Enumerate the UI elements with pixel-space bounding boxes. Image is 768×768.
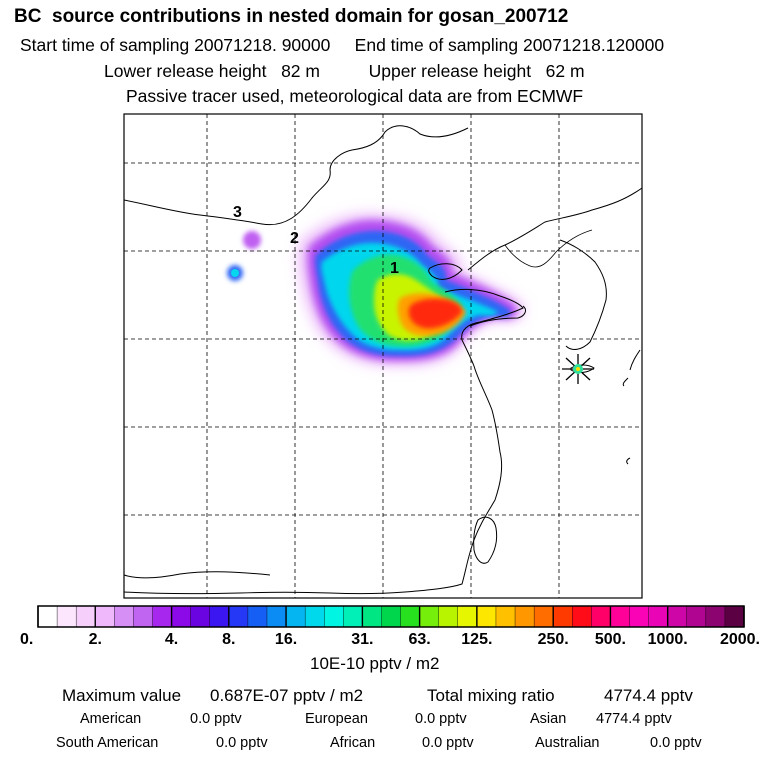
colorbar: 0. 2. 4. 8. 16. 31. 63. 125. 250. 500. 1000. 2000. <box>20 605 760 648</box>
colorbar-tick-label: 4. <box>165 631 178 648</box>
colorbar-tick-label: 0. <box>20 631 33 648</box>
region-american-label: American <box>80 711 142 727</box>
colorbar-cell <box>705 605 726 628</box>
region-south-american-label: South American <box>56 735 159 751</box>
colorbar-cell <box>114 605 134 628</box>
source-label-2: 2 <box>290 230 299 247</box>
colorbar-tick-labels: 0. 2. 4. 8. 16. 31. 63. 125. 250. 500. 1000. 2000. <box>20 631 760 648</box>
colorbar-cell <box>438 605 459 628</box>
region-african-value: 0.0 pptv <box>422 735 474 751</box>
colorbar-cell <box>648 605 669 628</box>
region-australian-value: 0.0 pptv <box>650 735 702 751</box>
colorbar-cell <box>533 605 554 628</box>
colorbar-cell <box>152 605 173 628</box>
colorbar-cell <box>572 605 592 628</box>
max-value-label: Maximum value <box>62 686 182 705</box>
colorbar-tick-label: 1000. <box>648 631 688 648</box>
colorbar-cell <box>190 605 211 628</box>
colorbar-tick-label: 63. <box>408 631 430 648</box>
country-borders <box>504 229 593 268</box>
source-label-3: 3 <box>233 204 242 221</box>
colorbar-tick-label: 500. <box>595 631 626 648</box>
colorbar-tick-label: 31. <box>351 631 373 648</box>
concentration-plume <box>227 212 525 368</box>
region-african-label: African <box>330 735 376 751</box>
source-label-1: 1 <box>390 260 399 277</box>
colorbar-units: 10E-10 pptv / m2 <box>310 654 440 673</box>
colorbar-cell <box>667 605 688 628</box>
colorbar-cell <box>591 605 611 628</box>
colorbar-cell <box>266 605 287 628</box>
colorbar-cell <box>457 605 478 628</box>
colorbar-tick-label: 250. <box>538 631 569 648</box>
region-asian-value: 4774.4 pptv <box>596 711 672 727</box>
star-marker-icon <box>562 354 594 384</box>
colorbar-cell <box>400 605 421 628</box>
total-mixing-label: Total mixing ratio <box>427 686 555 705</box>
colorbar-cell <box>381 605 402 628</box>
colorbar-cell <box>343 605 363 628</box>
region-american-value: 0.0 pptv <box>190 711 242 727</box>
colorbar-cell <box>552 605 573 628</box>
colorbar-cell <box>209 605 230 628</box>
start-time-label: Start time of sampling <box>20 35 190 55</box>
colorbar-cell <box>495 605 516 628</box>
map-panel: 3 2 1 <box>123 113 643 599</box>
map-gridlines <box>124 114 642 598</box>
colorbar-cell <box>247 605 268 628</box>
lower-release-label: Lower release height <box>104 61 267 81</box>
max-value: 0.687E-07 pptv / m2 <box>210 686 364 705</box>
colorbar-cell <box>419 605 440 628</box>
colorbar-cell <box>133 605 153 628</box>
colorbar-tick-label: 125. <box>461 631 492 648</box>
lower-release-value: 82 m <box>281 61 320 81</box>
map-content: 3 2 1 <box>124 114 642 598</box>
colorbar-cell <box>75 605 96 628</box>
colorbar-cell <box>724 605 745 628</box>
colorbar-cell <box>514 605 535 628</box>
upper-release-label: Upper release height <box>368 61 532 81</box>
region-european-value: 0.0 pptv <box>415 711 467 727</box>
region-australian-label: Australian <box>535 735 600 751</box>
end-time-label: End time of sampling <box>354 35 519 55</box>
end-time-value: 20071218.120000 <box>522 35 665 55</box>
colorbar-cell <box>610 605 631 628</box>
region-european-label: European <box>305 711 368 727</box>
colorbar-cell <box>362 605 382 628</box>
region-asian-label: Asian <box>530 711 567 727</box>
colorbar-cells <box>37 605 745 628</box>
colorbar-cell <box>37 605 58 628</box>
colorbar-cell <box>171 605 192 628</box>
colorbar-tick-label: 16. <box>275 631 297 648</box>
colorbar-cell <box>95 605 115 628</box>
start-time-value: 20071218. 90000 <box>194 35 331 55</box>
upper-release-value: 62 m <box>545 61 585 81</box>
release-height-line: Lower release height 82 m Upper release … <box>104 61 585 82</box>
colorbar-cell <box>285 605 306 628</box>
colorbar-frame <box>37 605 745 628</box>
colorbar-cell <box>324 605 344 628</box>
colorbar-cell <box>629 605 650 628</box>
sampling-time-line: Start time of sampling 20071218. 90000 E… <box>20 35 664 56</box>
map-frame <box>123 113 643 599</box>
colorbar-cell <box>56 605 77 628</box>
coastlines <box>124 125 642 595</box>
tracer-info-line: Passive tracer used, meteorological data… <box>126 86 584 106</box>
colorbar-tick-label: 2. <box>89 631 102 648</box>
colorbar-cell <box>686 605 707 628</box>
total-mixing-value: 4774.4 pptv <box>604 686 693 705</box>
region-south-american-value: 0.0 pptv <box>216 735 268 751</box>
colorbar-cell <box>228 605 249 628</box>
colorbar-tick-label: 2000. <box>720 631 760 648</box>
colorbar-cell <box>304 605 325 628</box>
colorbar-cell <box>476 605 497 628</box>
colorbar-tick-label: 8. <box>222 631 235 648</box>
chart-title: BC source contributions in nested domain… <box>14 6 569 27</box>
